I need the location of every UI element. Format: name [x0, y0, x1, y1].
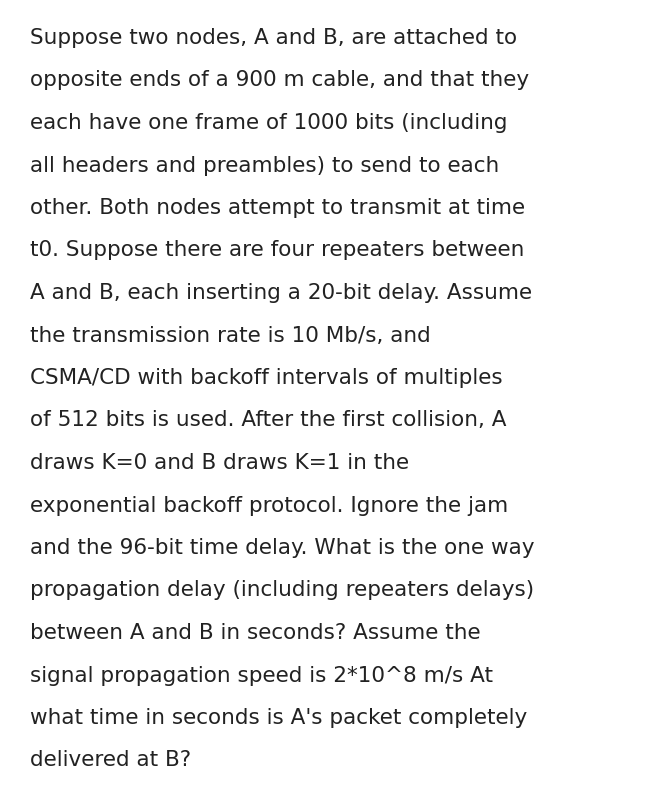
Text: and the 96-bit time delay. What is the one way: and the 96-bit time delay. What is the o…	[30, 538, 534, 558]
Text: all headers and preambles) to send to each: all headers and preambles) to send to ea…	[30, 155, 499, 175]
Text: propagation delay (including repeaters delays): propagation delay (including repeaters d…	[30, 581, 534, 601]
Text: each have one frame of 1000 bits (including: each have one frame of 1000 bits (includ…	[30, 113, 507, 133]
Text: opposite ends of a 900 m cable, and that they: opposite ends of a 900 m cable, and that…	[30, 70, 529, 90]
Text: A and B, each inserting a 20-bit delay. Assume: A and B, each inserting a 20-bit delay. …	[30, 283, 532, 303]
Text: Suppose two nodes, A and B, are attached to: Suppose two nodes, A and B, are attached…	[30, 28, 517, 48]
Text: the transmission rate is 10 Mb/s, and: the transmission rate is 10 Mb/s, and	[30, 326, 431, 346]
Text: of 512 bits is used. After the first collision, A: of 512 bits is used. After the first col…	[30, 410, 507, 430]
Text: other. Both nodes attempt to transmit at time: other. Both nodes attempt to transmit at…	[30, 198, 525, 218]
Text: signal propagation speed is 2*10^8 m/s At: signal propagation speed is 2*10^8 m/s A…	[30, 666, 493, 686]
Text: t0. Suppose there are four repeaters between: t0. Suppose there are four repeaters bet…	[30, 241, 524, 261]
Text: delivered at B?: delivered at B?	[30, 750, 191, 770]
Text: draws K=0 and B draws K=1 in the: draws K=0 and B draws K=1 in the	[30, 453, 409, 473]
Text: what time in seconds is A's packet completely: what time in seconds is A's packet compl…	[30, 708, 527, 728]
Text: CSMA/CD with backoff intervals of multiples: CSMA/CD with backoff intervals of multip…	[30, 368, 503, 388]
Text: exponential backoff protocol. Ignore the jam: exponential backoff protocol. Ignore the…	[30, 495, 509, 515]
Text: between A and B in seconds? Assume the: between A and B in seconds? Assume the	[30, 623, 481, 643]
